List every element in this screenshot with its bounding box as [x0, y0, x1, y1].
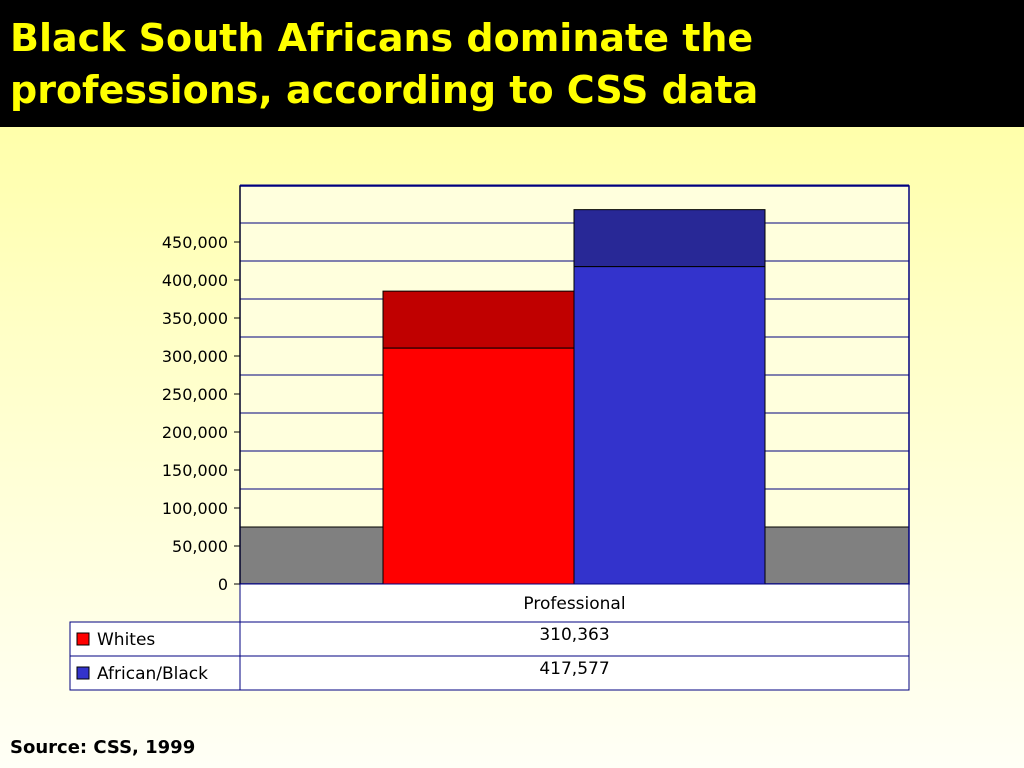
y-tick-label: 200,000 [162, 423, 228, 442]
legend-label: African/Black [97, 664, 208, 684]
y-tick-label: 50,000 [172, 537, 228, 556]
value-cell [239, 655, 910, 691]
legend-swatch [76, 666, 90, 680]
bar-whites [382, 347, 575, 585]
y-tick-label: 100,000 [162, 499, 228, 518]
y-tick-label: 0 [218, 575, 228, 594]
y-axis: 0 50,000 100,000 150,000 200,000 250,000 300,0… [162, 186, 241, 594]
data-label: 417,577 [539, 659, 609, 679]
y-tick-label: 150,000 [162, 461, 228, 480]
y-tick-label: 450,000 [162, 233, 228, 252]
y-tick-label: 400,000 [162, 271, 228, 290]
category-label: Professional [523, 594, 625, 614]
y-tick-label: 300,000 [162, 347, 228, 366]
bar-top-whites [382, 290, 575, 349]
bar-top-african-black [573, 209, 766, 268]
data-table: Professional Whites 310,363 African/Black 41… [69, 583, 910, 691]
data-label: 310,363 [539, 625, 609, 645]
legend-label: Whites [97, 630, 155, 650]
y-tick-label: 250,000 [162, 385, 228, 404]
source-note: Source: CSS, 1999 [10, 737, 196, 758]
bar-african-black [573, 266, 766, 585]
slide-title: Black South Africans dominate the profes… [10, 16, 759, 112]
chart-bars [382, 209, 766, 585]
legend-swatch [76, 632, 90, 646]
value-cell [239, 621, 910, 657]
y-tick-label: 350,000 [162, 309, 228, 328]
legend-cell [69, 621, 241, 657]
title-bar: Black South Africans dominate the profes… [0, 0, 1024, 127]
